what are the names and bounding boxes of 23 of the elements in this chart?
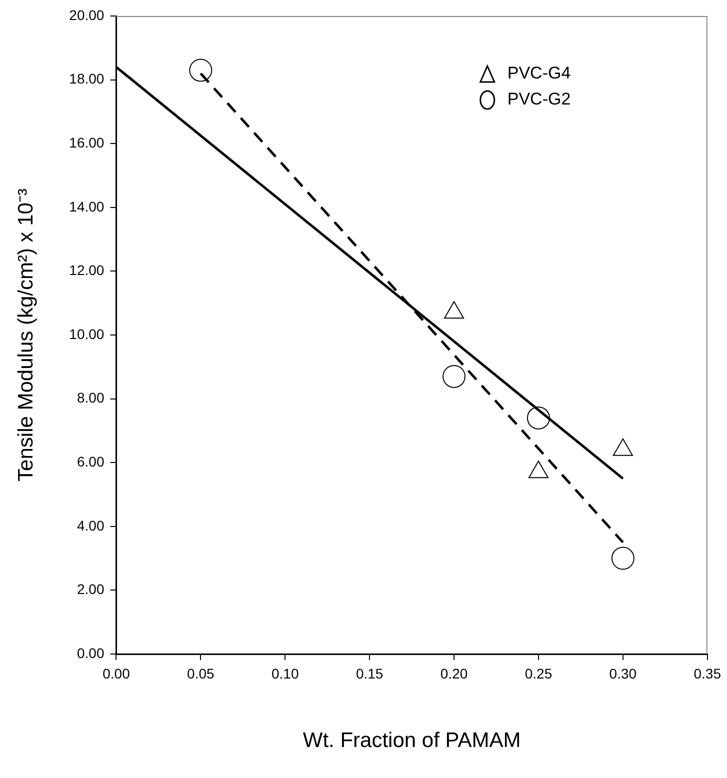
y-tick-label: 2.00: [76, 581, 104, 598]
y-axis-title: Tensile Modulus (kg/cm²) x 10⁻³: [14, 188, 38, 482]
x-tick-label: 0.20: [440, 665, 468, 682]
x-tick-label: 0.05: [187, 665, 215, 682]
y-tick-label: 4.00: [76, 517, 104, 534]
y-tick-label: 20.00: [69, 6, 104, 23]
y-tick-label: 0.00: [76, 644, 104, 661]
x-tick-label: 0.30: [609, 665, 637, 682]
y-tick-label: 18.00: [69, 70, 104, 87]
y-tick-label: 12.00: [69, 262, 104, 278]
x-tick-label: 0.00: [102, 665, 130, 682]
x-tick-label: 0.25: [524, 665, 552, 682]
legend-label: PVC-G2: [507, 90, 571, 109]
y-tick-label: 16.00: [69, 134, 104, 150]
y-tick-label: 6.00: [76, 453, 104, 470]
x-tick-label: 0.15: [356, 665, 384, 682]
legend-label: PVC-G4: [507, 64, 571, 83]
x-tick-label: 0.35: [694, 665, 722, 682]
y-tick-label: 8.00: [76, 390, 104, 406]
x-tick-label: 0.10: [272, 665, 299, 682]
y-tick-label: 14.00: [69, 198, 104, 214]
x-axis-title: Wt. Fraction of PAMAM: [302, 729, 521, 752]
y-tick-label: 10.00: [69, 326, 104, 342]
